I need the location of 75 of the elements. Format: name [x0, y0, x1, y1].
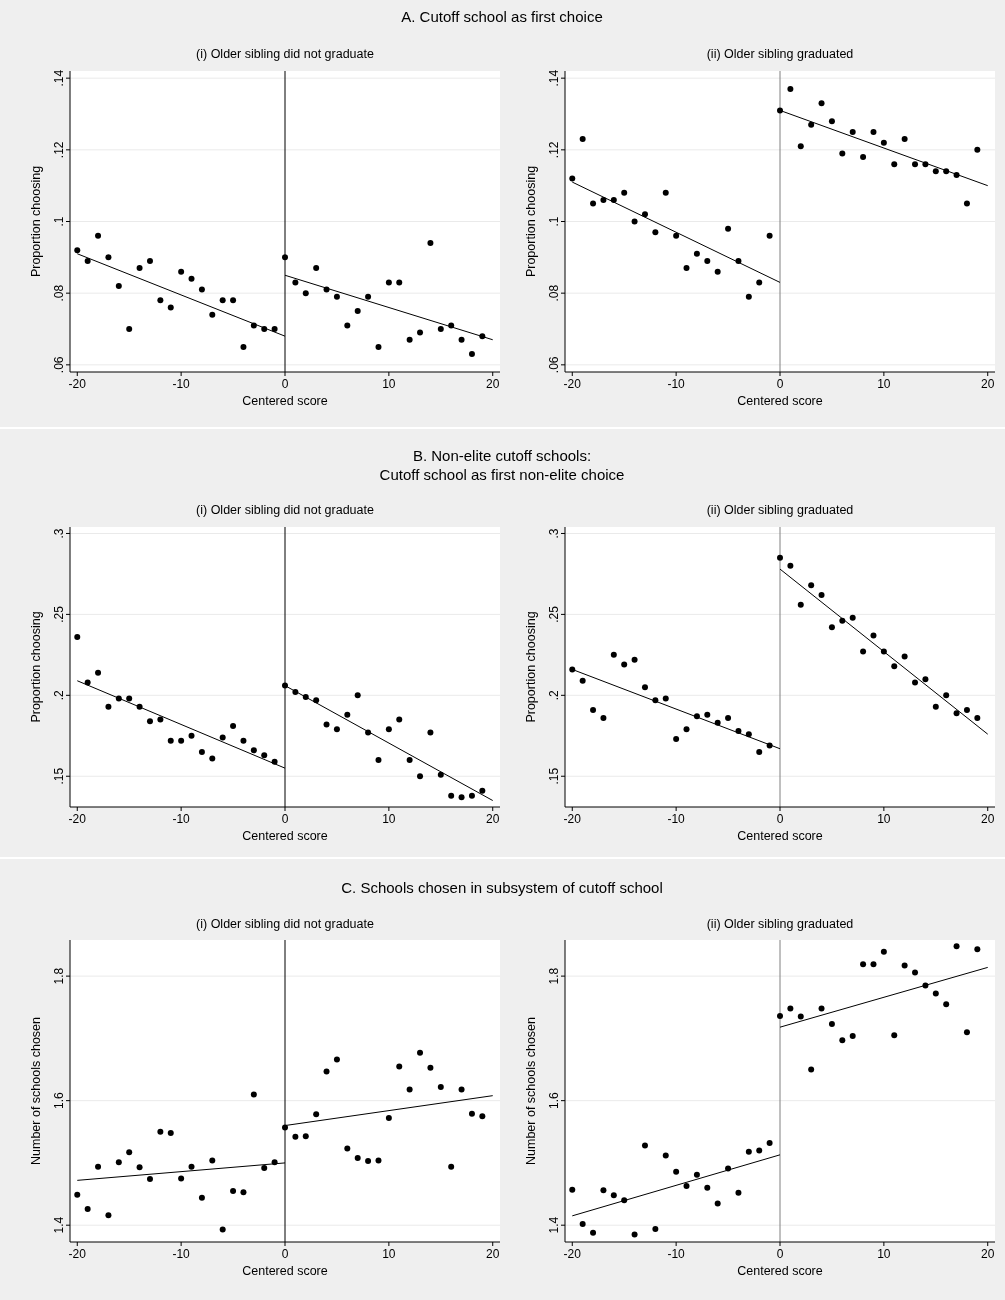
- x-tick-label: 0: [281, 812, 289, 826]
- x-tick-label: 20: [981, 1247, 995, 1261]
- y-tick-label: 1.4: [547, 1216, 561, 1234]
- y-tick-label: .12: [547, 141, 561, 159]
- y-tick-label: .06: [52, 356, 66, 374]
- text: B. Non-elite cutoff schools: Cutoff school as first non-elite choice: [379, 447, 625, 483]
- x-axis-title: Centered score: [737, 829, 823, 843]
- x-tick-label: -10: [667, 812, 686, 826]
- y-axis-title: Proportion choosing: [29, 611, 43, 723]
- y-tick-label: .3: [547, 528, 561, 539]
- x-tick-label: 0: [281, 1247, 289, 1261]
- x-tick-label: 20: [981, 812, 995, 826]
- x-tick-label: -20: [68, 1247, 87, 1261]
- x-axis-title: Centered score: [242, 1264, 328, 1278]
- x-tick-label: -10: [172, 377, 191, 391]
- chart-title: (i) Older sibling did not graduate: [196, 47, 374, 61]
- x-tick-label: 0: [281, 377, 289, 391]
- y-tick-label: .1: [52, 216, 66, 227]
- x-tick-label: 0: [776, 812, 784, 826]
- chart-title: (ii) Older sibling graduated: [706, 917, 854, 931]
- x-tick-label: 20: [486, 812, 500, 826]
- chart-title: (ii) Older sibling graduated: [706, 503, 854, 517]
- y-tick-label: .12: [52, 141, 66, 159]
- y-axis-title: Number of schools chosen: [29, 1016, 43, 1165]
- x-tick-label: 10: [877, 377, 891, 391]
- x-tick-label: -10: [667, 1247, 686, 1261]
- x-tick-label: 10: [382, 812, 396, 826]
- x-axis-title: Centered score: [737, 394, 823, 408]
- y-tick-label: .06: [547, 356, 561, 374]
- x-tick-label: 20: [486, 1247, 500, 1261]
- x-tick-label: 10: [877, 1247, 891, 1261]
- y-tick-label: 1.6: [547, 1091, 561, 1109]
- x-tick-label: 0: [776, 377, 784, 391]
- x-tick-label: -10: [172, 812, 191, 826]
- chart-title: (i) Older sibling did not graduate: [196, 503, 374, 517]
- y-tick-label: .3: [52, 528, 66, 539]
- y-tick-label: .2: [52, 690, 66, 701]
- y-tick-label: .08: [547, 284, 561, 302]
- y-tick-label: .08: [52, 284, 66, 302]
- y-tick-label: .25: [547, 605, 561, 623]
- x-axis-title: Centered score: [242, 394, 328, 408]
- x-tick-label: 10: [382, 377, 396, 391]
- y-tick-label: .14: [547, 69, 561, 87]
- x-tick-label: -20: [68, 377, 87, 391]
- text: C. Schools chosen in subsystem of cutoff school: [341, 879, 663, 896]
- text: A. Cutoff school as first choice: [401, 8, 603, 25]
- x-axis-title: Centered score: [737, 1264, 823, 1278]
- x-tick-label: -20: [68, 812, 87, 826]
- chart-title: (i) Older sibling did not graduate: [196, 917, 374, 931]
- y-tick-label: 1.8: [52, 967, 66, 985]
- y-tick-label: .15: [547, 767, 561, 785]
- y-axis-title: Proportion choosing: [29, 165, 43, 278]
- x-tick-label: 10: [382, 1247, 396, 1261]
- x-tick-label: 20: [486, 377, 500, 391]
- x-tick-label: 10: [877, 812, 891, 826]
- y-tick-label: 1.6: [52, 1091, 66, 1109]
- y-tick-label: .1: [547, 216, 561, 227]
- y-tick-label: 1.4: [52, 1216, 66, 1234]
- x-tick-label: -10: [667, 377, 686, 391]
- y-tick-label: .14: [52, 69, 66, 87]
- y-axis-title: Proportion choosing: [524, 611, 538, 723]
- x-tick-label: -20: [563, 377, 582, 391]
- y-tick-label: .2: [547, 690, 561, 701]
- x-tick-label: 20: [981, 377, 995, 391]
- x-tick-label: 0: [776, 1247, 784, 1261]
- y-tick-label: .25: [52, 605, 66, 623]
- y-tick-label: 1.8: [547, 967, 561, 985]
- x-axis-title: Centered score: [242, 829, 328, 843]
- x-tick-label: -20: [563, 1247, 582, 1261]
- y-axis-title: Proportion choosing: [524, 165, 538, 278]
- y-tick-label: .15: [52, 767, 66, 785]
- y-axis-title: Number of schools chosen: [524, 1016, 538, 1165]
- x-tick-label: -10: [172, 1247, 191, 1261]
- chart-title: (ii) Older sibling graduated: [706, 47, 854, 61]
- x-tick-label: -20: [563, 812, 582, 826]
